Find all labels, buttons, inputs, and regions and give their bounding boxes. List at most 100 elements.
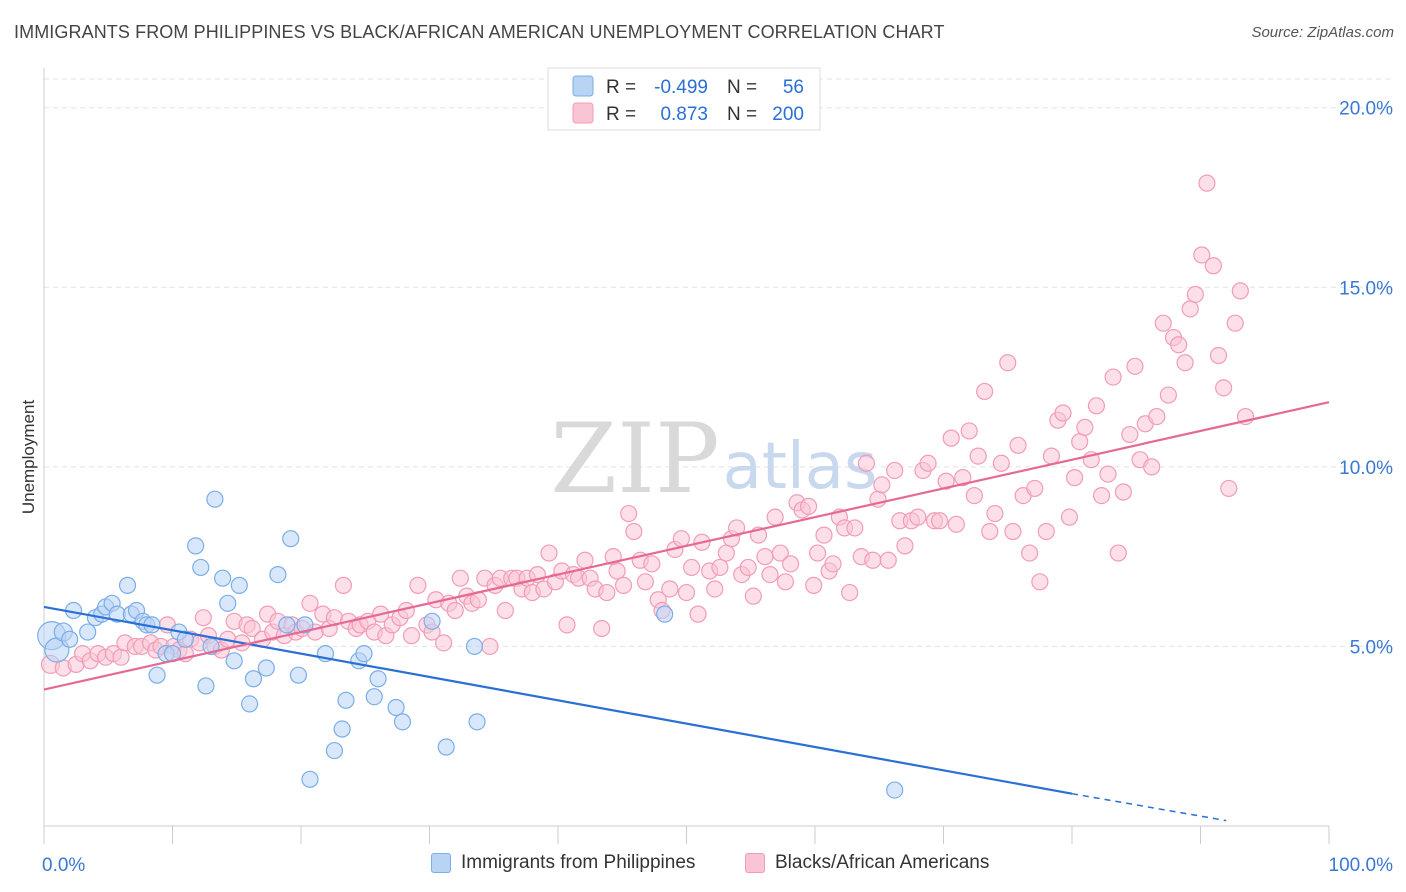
philippines-point [270,567,286,583]
blacks-point [1038,524,1054,540]
philippines-point [279,617,295,633]
stats-legend: R = -0.499 N = 56 R = 0.873 N = 200 [548,68,820,130]
philippines-point [424,613,440,629]
y-tick-label: 20.0% [1339,99,1393,120]
blacks-point [1205,258,1221,274]
blacks-point [767,509,783,525]
blacks-point [1171,337,1187,353]
legend-item-blacks[interactable]: Blacks/African Americans [745,852,989,874]
blacks-point [993,455,1009,471]
philippines-point [438,739,454,755]
philippines-point [198,678,214,694]
blacks-point [1187,286,1203,302]
blacks-point [943,430,959,446]
philippines-point [242,696,258,712]
blacks-point [1232,283,1248,299]
blacks-point [541,545,557,561]
blacks-point [970,448,986,464]
blacks-point [1005,524,1021,540]
blacks-point [609,563,625,579]
scatter-chart: ZIP atlas 5.0%10.0%15.0%20.0%0.0% 100.0% … [0,0,1406,892]
blacks-point [577,552,593,568]
y-tick-label: 10.0% [1339,458,1393,479]
blacks-point [1077,419,1093,435]
watermark-zip: ZIP [550,403,719,515]
blacks-point [757,549,773,565]
blacks-point [1221,480,1237,496]
blacks-point [1115,484,1131,500]
philippines-point [469,714,485,730]
blacks-point [1149,409,1165,425]
legend-r-value: -0.499 [654,77,708,98]
philippines-point [226,653,242,669]
philippines-point [326,743,342,759]
blacks-point [1000,355,1016,371]
blacks-point [410,577,426,593]
blacks-point [966,488,982,504]
blacks-point [1177,355,1193,371]
blacks-point [497,603,513,619]
blacks-point [1010,437,1026,453]
blacks-point [847,520,863,536]
blacks-point [1199,175,1215,191]
philippines-point [245,671,261,687]
blacks-point [948,516,964,532]
philippines-point [466,638,482,654]
legend-item-philippines[interactable]: Immigrants from Philippines [431,852,695,874]
legend-label-blacks: Blacks/African Americans [775,852,989,874]
blacks-point [1032,574,1048,590]
philippines-point [120,577,136,593]
blacks-point [1155,315,1171,331]
blacks-point [690,606,706,622]
blacks-point [1061,509,1077,525]
blacks-point [1043,448,1059,464]
philippines-point [338,692,354,708]
blacks-point [404,628,420,644]
blacks-point [1055,405,1071,421]
blacks-point [195,610,211,626]
blacks-point [482,638,498,654]
philippines-point [657,606,673,622]
blacks-point [1105,369,1121,385]
philippines-point [388,699,404,715]
blacks-point [673,531,689,547]
blacks-point [1088,398,1104,414]
blacks-point [559,617,575,633]
blacks-point [718,545,734,561]
blacks-point [897,538,913,554]
blacks-point [810,545,826,561]
philippines-point [356,646,372,662]
blacks-point [1067,470,1083,486]
blacks-point [637,574,653,590]
watermark-atlas: atlas [723,430,878,504]
blacks-point [1072,434,1088,450]
legend-n-value: 56 [783,77,804,98]
legend-swatch-philippines [573,76,593,96]
philippines-point [334,721,350,737]
blacks-point [616,577,632,593]
watermark: ZIP atlas [550,403,877,515]
blacks-point [801,498,817,514]
philippines-point [290,667,306,683]
philippines-point [231,577,247,593]
blacks-point [436,635,452,651]
y-tick-label: 15.0% [1339,278,1393,299]
legend-n-label: N = [727,104,757,125]
blacks-point [880,552,896,568]
philippines-point [62,631,78,647]
legend-r-label: R = [606,104,636,125]
blacks-point [662,581,678,597]
blacks-point [1160,387,1176,403]
philippines-point [258,660,274,676]
blacks-point [447,603,463,619]
blacks-point [920,455,936,471]
philippines-point [188,538,204,554]
blacks-point [1182,301,1198,317]
legend-swatch-blacks [573,103,593,123]
blacks-point [679,585,695,601]
philippines-point [395,714,411,730]
legend-n-label: N = [727,77,757,98]
blacks-point [932,513,948,529]
blacks-point [740,559,756,575]
philippines-point [283,531,299,547]
